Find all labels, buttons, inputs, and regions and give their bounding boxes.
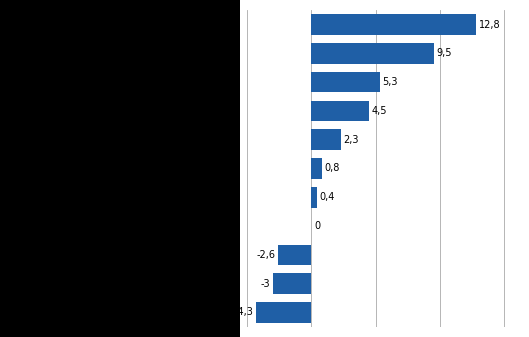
Bar [312,129,341,150]
Text: 9,5: 9,5 [436,48,452,58]
Bar [312,187,316,208]
Text: 2,3: 2,3 [344,135,359,145]
Text: -3: -3 [261,279,270,289]
Bar [256,302,312,323]
Text: 4,5: 4,5 [372,106,387,116]
Bar [278,245,312,265]
Text: 0,4: 0,4 [319,192,334,202]
Bar [312,43,434,64]
Text: 0,8: 0,8 [324,163,340,174]
Bar [312,158,322,179]
Bar [312,14,476,35]
Text: 0: 0 [314,221,320,231]
Text: 12,8: 12,8 [479,20,500,30]
Bar [273,273,312,294]
Bar [312,100,369,121]
Text: -2,6: -2,6 [257,250,276,260]
Text: -4,3: -4,3 [235,307,253,317]
Bar [312,72,380,92]
Text: 5,3: 5,3 [382,77,398,87]
